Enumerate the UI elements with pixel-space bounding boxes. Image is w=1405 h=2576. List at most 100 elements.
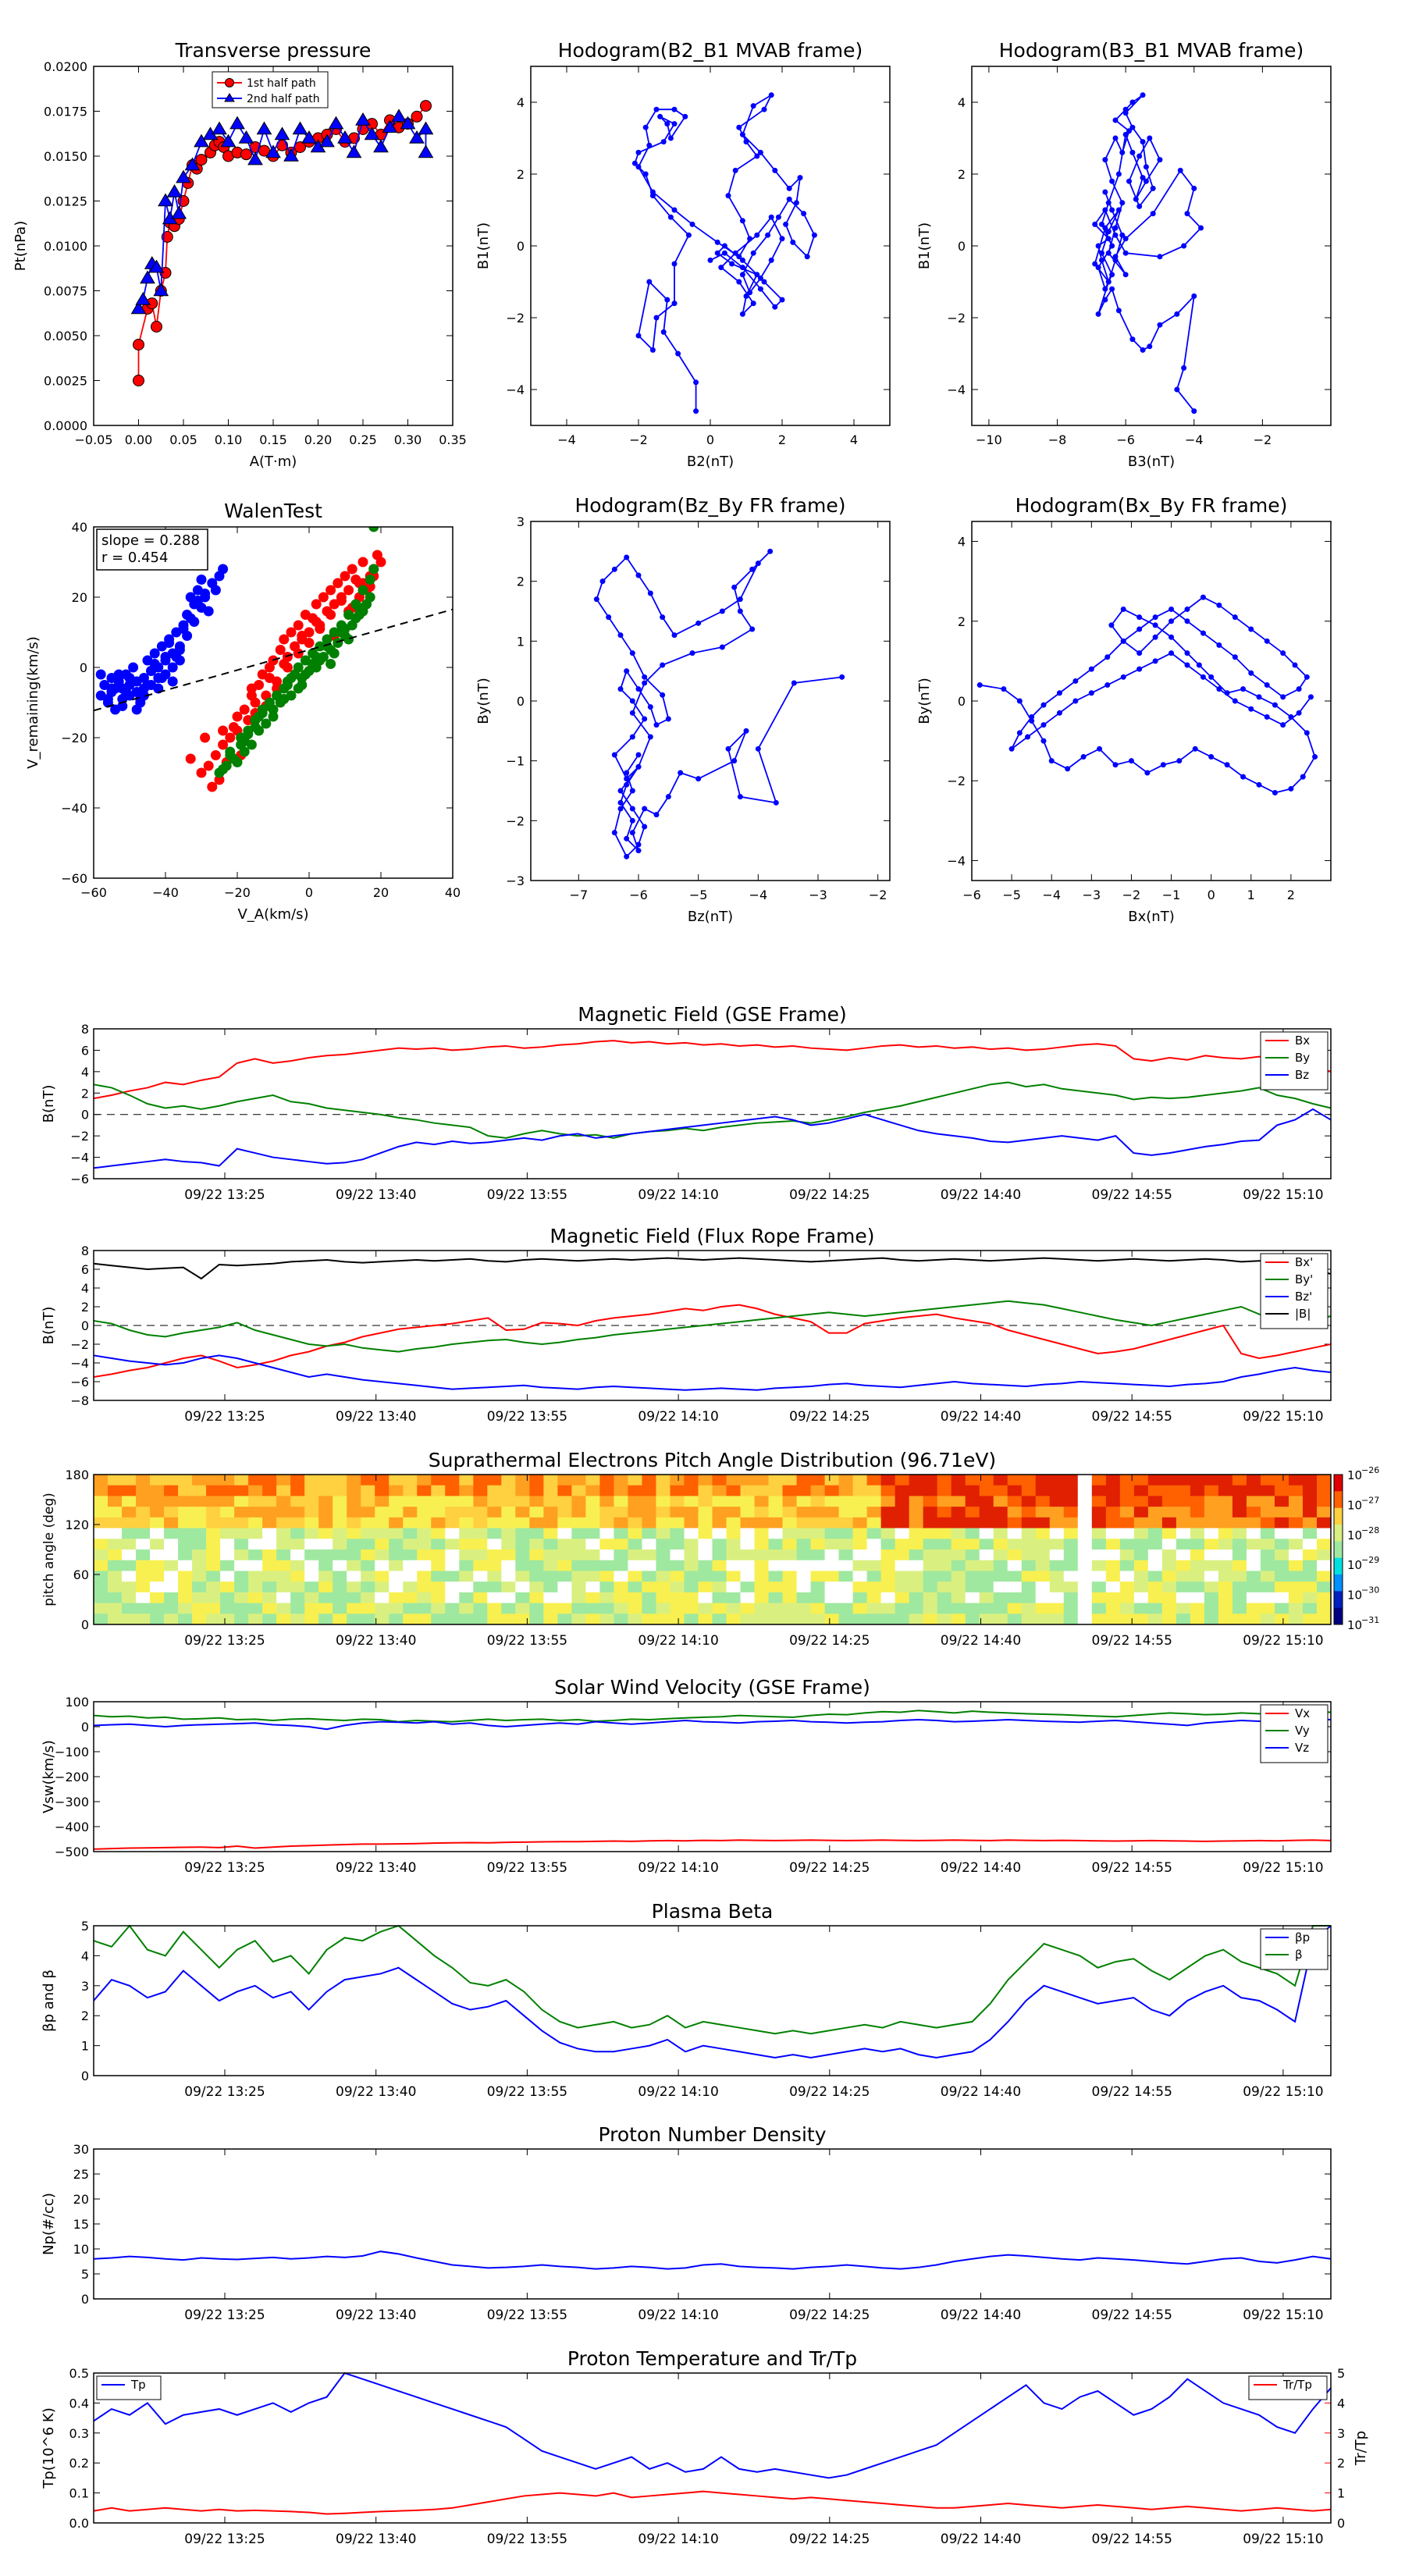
heatmap-cell (164, 1507, 179, 1518)
data-point (1105, 200, 1112, 206)
data-point (151, 321, 162, 333)
heatmap-cell (529, 1507, 544, 1518)
heatmap-cell (1288, 1614, 1304, 1625)
heatmap-cell (670, 1550, 685, 1561)
heatmap-cell (1316, 1603, 1332, 1614)
heatmap-cell (136, 1475, 151, 1486)
y-tick-label: 2 (517, 575, 525, 589)
y-tick-label: 4 (958, 535, 966, 550)
heatmap-cell (417, 1507, 432, 1518)
heatmap-cell (824, 1614, 840, 1625)
heatmap-cell (866, 1560, 882, 1572)
heatmap-cell (529, 1603, 544, 1614)
data-point (718, 265, 724, 271)
data-point (1122, 236, 1129, 242)
y-tick-label: 0 (81, 1108, 89, 1123)
heatmap-cell (698, 1475, 713, 1486)
heatmap-cell (192, 1614, 207, 1625)
heatmap-cell (1063, 1571, 1079, 1582)
heatmap-cell (838, 1539, 854, 1550)
heatmap-cell (1007, 1614, 1023, 1625)
heatmap-cell (571, 1582, 586, 1593)
heatmap-cell (501, 1571, 516, 1582)
legend-label: Tp (130, 2378, 146, 2392)
data-point (1312, 754, 1318, 760)
heatmap-cell (656, 1550, 671, 1561)
heatmap-cell (1035, 1496, 1051, 1507)
legend-marker (225, 78, 234, 87)
heatmap-cell (1232, 1614, 1247, 1625)
heatmap-cell (1077, 1582, 1093, 1593)
y-tick-label: −2 (70, 1129, 89, 1144)
heatmap-cell (1204, 1507, 1219, 1518)
heatmap-cell (909, 1539, 924, 1550)
y-tick-label: 0.2 (69, 2456, 89, 2471)
heatmap-cell (1218, 1571, 1233, 1582)
data-point (790, 239, 796, 245)
heatmap-cell (375, 1496, 389, 1507)
annotation-box (96, 528, 208, 571)
heatmap-cell (347, 1539, 361, 1550)
heatmap-cell (1105, 1550, 1121, 1561)
heatmap-cell (529, 1485, 544, 1497)
heatmap-cell (1246, 1571, 1261, 1582)
data-point (1122, 110, 1129, 116)
heatmap-cell (628, 1550, 643, 1561)
heatmap-cell (290, 1496, 305, 1507)
x-tick-label: −2 (1254, 432, 1272, 447)
data-point (739, 265, 745, 271)
heatmap-cell (178, 1496, 193, 1507)
y-tick-label: 0.0175 (44, 105, 87, 119)
series-line (980, 596, 1316, 794)
heatmap-cell (810, 1496, 826, 1507)
heatmap-cell (852, 1592, 868, 1604)
heatmap-cell (389, 1582, 404, 1593)
data-point (646, 279, 653, 285)
data-point (232, 711, 243, 722)
data-point (1300, 774, 1306, 780)
heatmap-cell (824, 1571, 840, 1582)
heatmap-cell (782, 1614, 798, 1625)
heatmap-cell (782, 1528, 798, 1539)
y-tick-label: 2 (958, 614, 966, 629)
heatmap-cell (178, 1507, 193, 1518)
heatmap-cell (318, 1517, 333, 1529)
heatmap-cell (515, 1485, 530, 1497)
heatmap-cell (796, 1496, 812, 1507)
data-point (635, 848, 642, 854)
heatmap-cell (754, 1528, 770, 1539)
heatmap-cell (1176, 1475, 1191, 1486)
x-tick-label: −5 (1002, 888, 1021, 902)
data-point (743, 139, 749, 145)
legend-box (1260, 1704, 1329, 1763)
x-axis-label: Bz(nT) (688, 909, 733, 925)
data-point (749, 626, 756, 632)
data-point (773, 799, 779, 806)
plot-frame (971, 521, 1332, 881)
data-point (617, 788, 624, 794)
x-tick-label: 09/22 14:55 (1092, 1409, 1172, 1425)
heatmap-cell (276, 1507, 291, 1518)
data-point (1176, 758, 1183, 764)
heatmap-cell (1119, 1496, 1135, 1507)
heatmap-cell (824, 1475, 840, 1486)
heatmap-cell (1105, 1485, 1121, 1497)
heatmap-cell (403, 1507, 418, 1518)
heatmap-cell (1007, 1550, 1023, 1561)
heatmap-cell (417, 1539, 432, 1550)
data-point (218, 764, 229, 774)
heatmap-cell (1190, 1614, 1205, 1625)
chart-title: Solar Wind Velocity (GSE Frame) (554, 1676, 870, 1699)
plot-area (130, 100, 434, 386)
heatmap-cell (895, 1614, 910, 1625)
data-point (131, 704, 142, 715)
heatmap-cell (1133, 1507, 1149, 1518)
heatmap-cell (108, 1592, 123, 1604)
heatmap-cell (515, 1582, 530, 1593)
heatmap-cell (782, 1571, 798, 1582)
heatmap-cell (909, 1603, 924, 1614)
heatmap-cell (262, 1485, 277, 1497)
heatmap-cell (852, 1475, 868, 1486)
data-point (617, 806, 624, 812)
data-point (185, 613, 196, 624)
